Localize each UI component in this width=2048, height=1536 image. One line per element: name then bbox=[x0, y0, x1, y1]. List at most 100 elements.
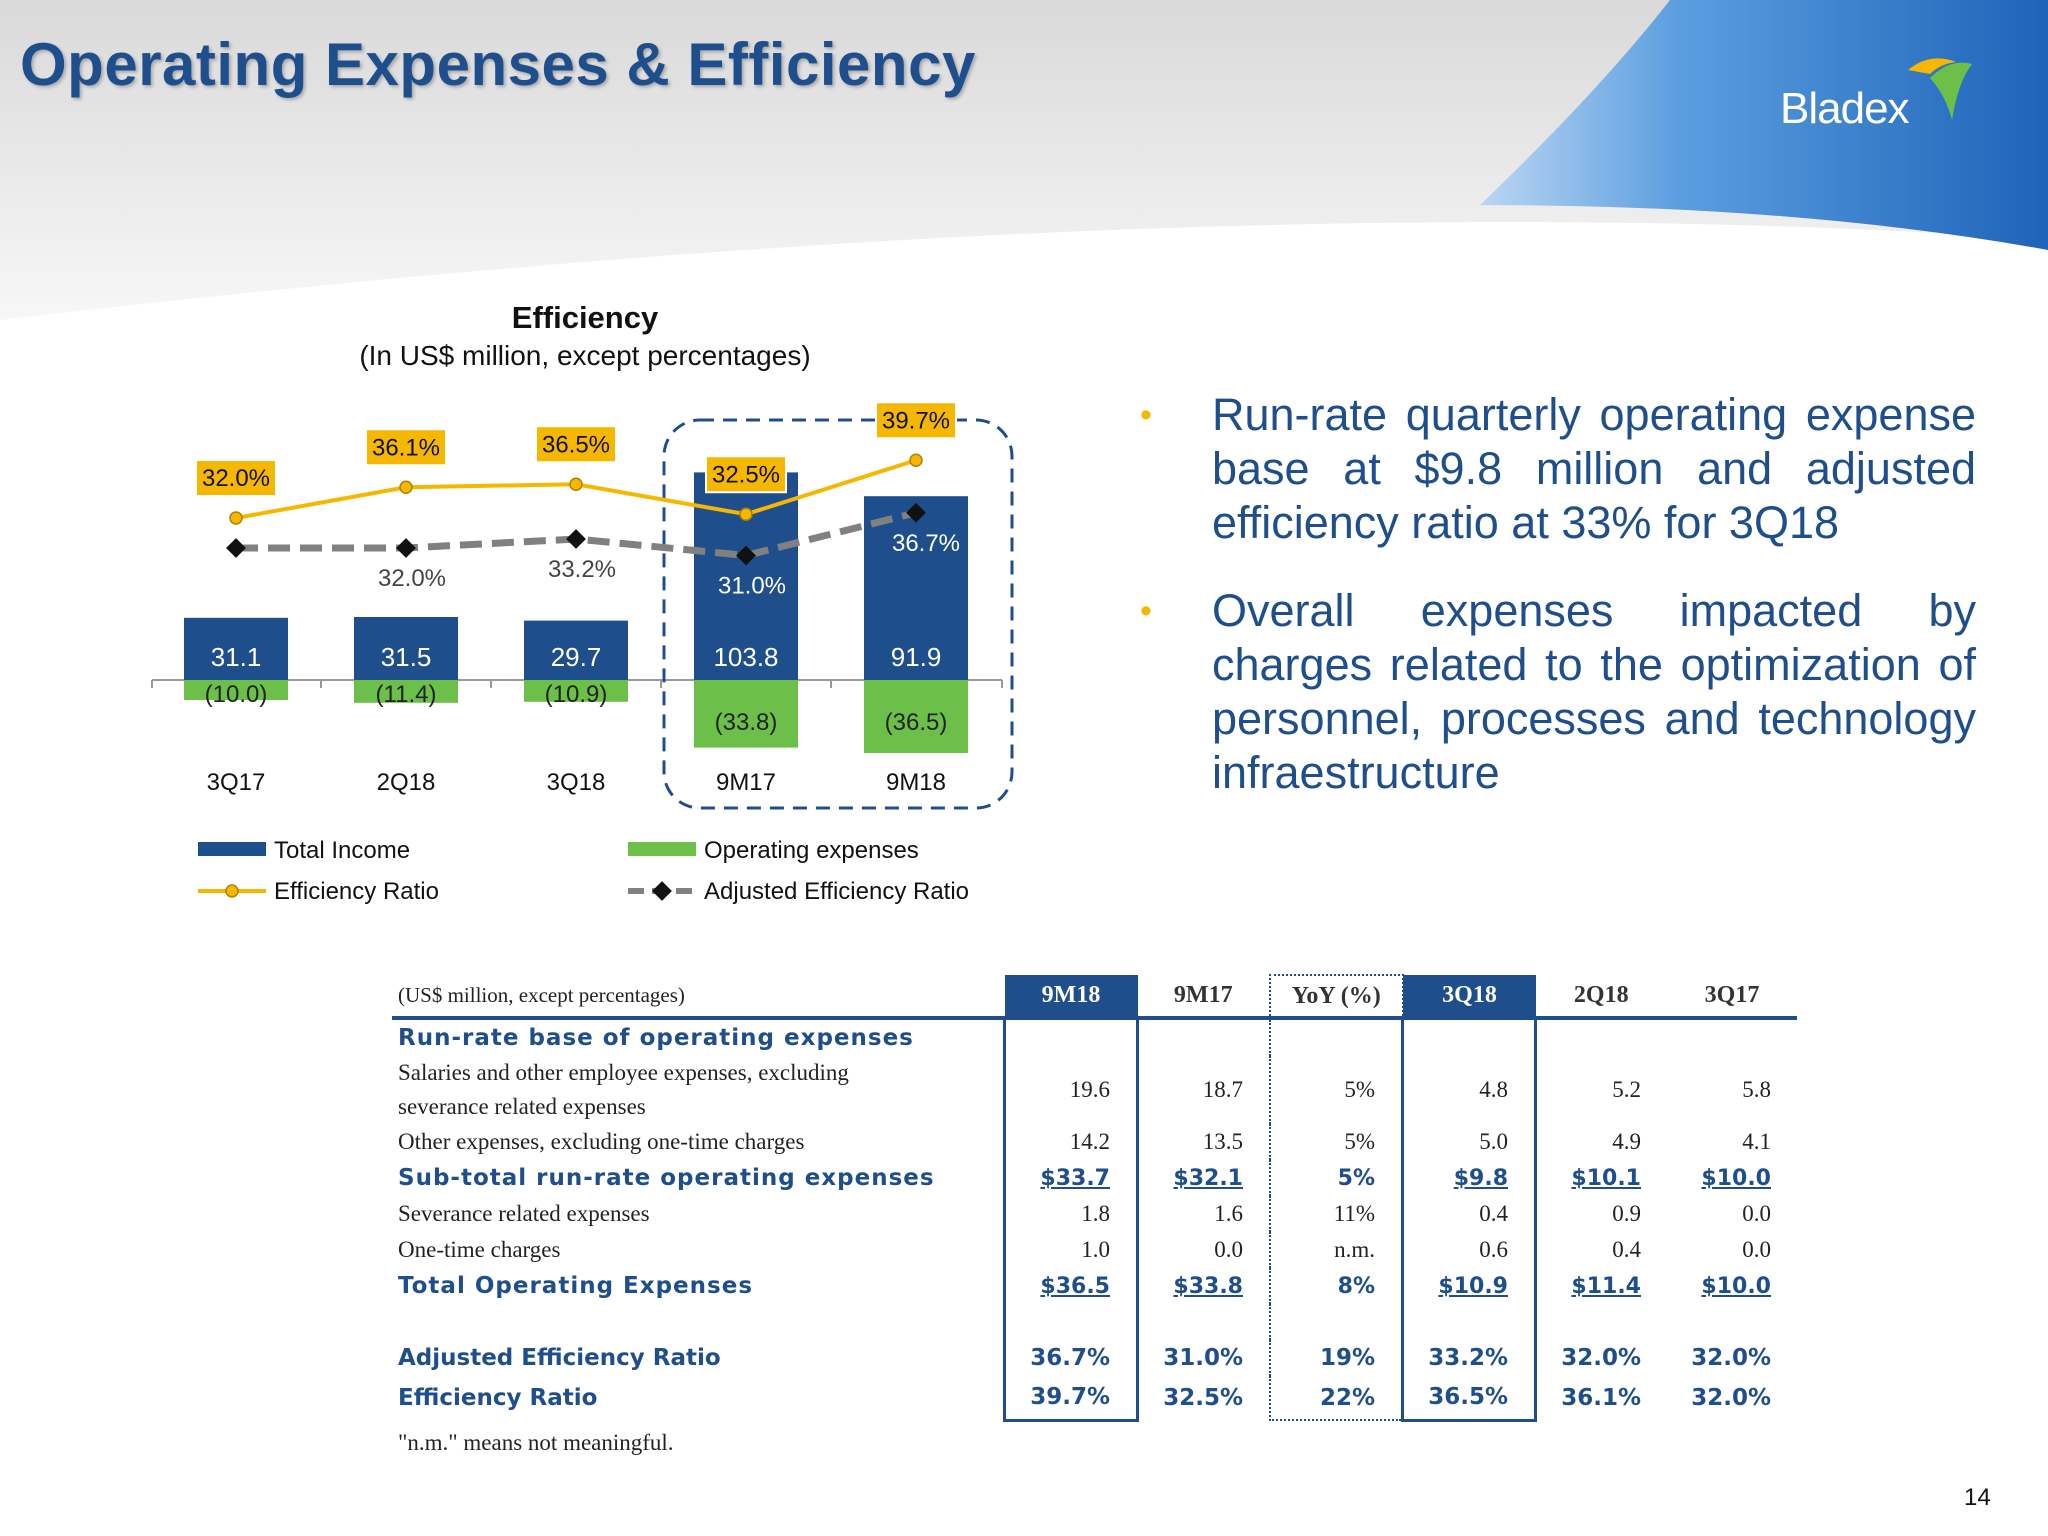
table-cell: 39.7% bbox=[1003, 1376, 1139, 1422]
column-header: 9M17 bbox=[1137, 975, 1270, 1020]
efficiency-ratio-label-box bbox=[705, 455, 787, 494]
efficiency-ratio-marker bbox=[229, 511, 243, 525]
table-cell: 4.8 bbox=[1401, 1056, 1537, 1124]
table-row: Sub-total run-rate operating expenses $3… bbox=[392, 1160, 1797, 1196]
table-cell: 36.5% bbox=[1401, 1376, 1537, 1422]
table-cell: 1.6 bbox=[1214, 1201, 1243, 1226]
column-header: YoY (%) bbox=[1269, 974, 1404, 1020]
efficiency-ratio-label: 32.0% bbox=[202, 465, 270, 492]
operating-expenses-label: (36.5) bbox=[885, 709, 948, 736]
total-income-bar bbox=[184, 617, 288, 680]
chart-subtitle: (In US$ million, except percentages) bbox=[359, 340, 811, 371]
table-cell: 5.0 bbox=[1401, 1124, 1537, 1160]
table-footnote: "n.m." means not meaningful. bbox=[398, 1430, 674, 1455]
legend-operating-expenses-label: Operating expenses bbox=[704, 837, 919, 864]
total-income-label: 31.5 bbox=[381, 642, 432, 672]
table-cell: 0.9 bbox=[1612, 1201, 1641, 1226]
operating-expenses-table: (US$ million, except percentages) 9M18 9… bbox=[392, 974, 1797, 1466]
table-cell: 19.6 bbox=[1003, 1056, 1139, 1124]
adjusted-ratio-marker bbox=[396, 538, 416, 558]
adjusted-ratio-label: 33.2% bbox=[548, 556, 616, 583]
column-header: 2Q18 bbox=[1535, 975, 1667, 1020]
column-header: 3Q18 bbox=[1402, 975, 1536, 1020]
table-cell: 0.4 bbox=[1401, 1196, 1537, 1232]
legend-efficiency-ratio-label: Efficiency Ratio bbox=[274, 878, 439, 905]
table-cell: $11.4 bbox=[1571, 1273, 1641, 1299]
table-cell: 14.2 bbox=[1003, 1124, 1139, 1160]
operating-expenses-bar bbox=[864, 680, 968, 753]
table-cell: n.m. bbox=[1269, 1232, 1404, 1268]
efficiency-ratio-label-box bbox=[875, 401, 957, 440]
table-cell: 18.7 bbox=[1202, 1077, 1243, 1102]
page-number: 14 bbox=[1964, 1484, 1991, 1511]
table-cell: $10.0 bbox=[1701, 1165, 1771, 1191]
table-cell: 11% bbox=[1269, 1196, 1404, 1232]
bladex-logo: Bladex bbox=[1780, 48, 1980, 138]
operating-expenses-label: (10.0) bbox=[205, 681, 268, 708]
legend-adjusted-ratio-marker bbox=[652, 881, 672, 901]
column-header: 9M18 bbox=[1004, 975, 1138, 1020]
table-cell: 0.0 bbox=[1742, 1237, 1771, 1262]
total-income-label: 31.1 bbox=[211, 642, 262, 672]
row-label: Sub-total run-rate operating expenses bbox=[398, 1165, 935, 1191]
table-cell: 5% bbox=[1269, 1160, 1404, 1196]
efficiency-ratio-label-box bbox=[535, 425, 617, 464]
category-tick-label: 3Q18 bbox=[547, 769, 606, 796]
table-cell: 22% bbox=[1269, 1376, 1404, 1421]
row-label: Severance related expenses bbox=[398, 1201, 650, 1226]
table-cell: 13.5 bbox=[1202, 1129, 1243, 1154]
operating-expenses-bar bbox=[694, 680, 798, 748]
category-tick-label: 3Q17 bbox=[207, 769, 266, 796]
operating-expenses-bar bbox=[184, 680, 288, 700]
table-row: Salaries and other employee expenses, ex… bbox=[392, 1056, 1797, 1124]
highlight-box bbox=[662, 418, 1014, 810]
table-cell: 0.4 bbox=[1612, 1237, 1641, 1262]
table-cell: 5.8 bbox=[1742, 1077, 1771, 1102]
table-row: Total Operating Expenses $36.5 $33.8 8% … bbox=[392, 1268, 1797, 1304]
row-label: Adjusted Efficiency Ratio bbox=[398, 1345, 721, 1371]
operating-expenses-label: (33.8) bbox=[715, 709, 778, 736]
operating-expenses-label: (10.9) bbox=[545, 681, 608, 708]
row-label: Total Operating Expenses bbox=[398, 1273, 754, 1299]
column-header: 3Q17 bbox=[1667, 975, 1797, 1020]
operating-expenses-label: (11.4) bbox=[376, 681, 437, 708]
legend-efficiency-ratio-marker bbox=[225, 884, 239, 898]
table-cell: 5% bbox=[1269, 1056, 1404, 1124]
row-label-line: severance related expenses bbox=[398, 1094, 646, 1119]
efficiency-ratio-label-box bbox=[195, 459, 277, 497]
table-cell: 8% bbox=[1269, 1268, 1404, 1304]
efficiency-ratio-label: 32.5% bbox=[712, 461, 780, 488]
bullet-text: Run-rate quarterly operating expense bas… bbox=[1212, 389, 1976, 548]
table-row: Efficiency Ratio 39.7% 32.5% 22% 36.5% 3… bbox=[392, 1376, 1797, 1422]
adjusted-ratio-label: 31.0% bbox=[718, 573, 786, 600]
total-income-label: 103.8 bbox=[713, 642, 778, 672]
table-cell: 36.1% bbox=[1561, 1385, 1641, 1411]
legend-total-income-swatch bbox=[198, 842, 266, 856]
table-row: Adjusted Efficiency Ratio 36.7% 31.0% 19… bbox=[392, 1340, 1797, 1376]
adjusted-ratio-label: 32.0% bbox=[378, 565, 446, 592]
table-cell: 5% bbox=[1269, 1124, 1404, 1160]
table-row: Severance related expenses 1.8 1.6 11% 0… bbox=[392, 1196, 1797, 1232]
total-income-label: 91.9 bbox=[891, 642, 942, 672]
table-spacer-row bbox=[392, 1304, 1797, 1340]
table-cell: $9.8 bbox=[1401, 1160, 1537, 1196]
row-label: Efficiency Ratio bbox=[398, 1385, 598, 1411]
table-cell: 33.2% bbox=[1401, 1340, 1537, 1376]
category-tick-label: 9M17 bbox=[716, 769, 776, 796]
efficiency-ratio-marker bbox=[569, 477, 583, 491]
table-caption: (US$ million, except percentages) bbox=[392, 975, 1005, 1020]
table-row: "n.m." means not meaningful. bbox=[392, 1420, 1797, 1466]
table-cell: 36.7% bbox=[1003, 1340, 1139, 1376]
legend-adjusted-ratio-label: Adjusted Efficiency Ratio bbox=[704, 878, 969, 905]
bullet-list: • Run-rate quarterly operating expense b… bbox=[1140, 388, 1976, 834]
table-row: Run-rate base of operating expenses bbox=[392, 1018, 1797, 1056]
table-cell: $10.0 bbox=[1701, 1273, 1771, 1299]
bullet-item: • Run-rate quarterly operating expense b… bbox=[1140, 388, 1976, 550]
row-label: Salaries and other employee expenses, ex… bbox=[392, 1056, 1005, 1124]
table-cell: 4.9 bbox=[1612, 1129, 1641, 1154]
adjusted-ratio-label: 36.7% bbox=[892, 530, 960, 557]
category-tick-label: 2Q18 bbox=[377, 769, 436, 796]
total-income-bar bbox=[354, 617, 458, 680]
row-label-line: Salaries and other employee expenses, ex… bbox=[398, 1060, 849, 1085]
